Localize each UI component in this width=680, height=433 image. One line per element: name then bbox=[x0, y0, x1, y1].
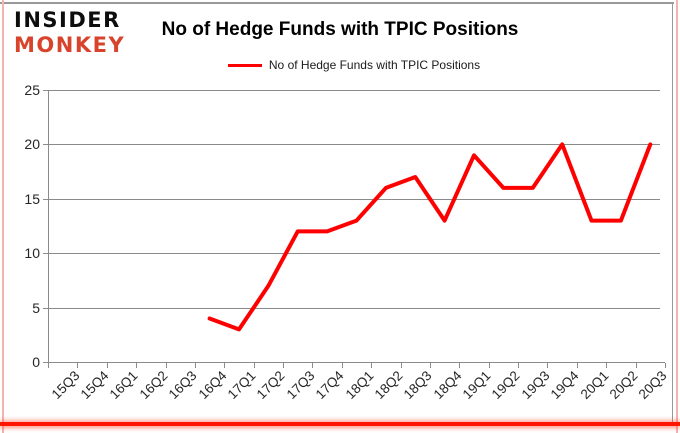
y-axis-label: 5 bbox=[32, 299, 40, 316]
x-axis-tick bbox=[77, 363, 79, 368]
gridline bbox=[48, 198, 660, 200]
logo-line-monkey: MONKEY bbox=[14, 33, 126, 57]
x-axis-tick bbox=[194, 363, 196, 368]
insider-monkey-logo: INSIDER MONKEY bbox=[14, 8, 125, 58]
x-axis-tick bbox=[576, 363, 578, 368]
x-axis-tick bbox=[253, 363, 255, 368]
x-axis-tick bbox=[547, 363, 549, 368]
y-axis-line bbox=[48, 90, 49, 367]
x-axis-tick bbox=[165, 363, 167, 368]
x-axis-tick bbox=[400, 363, 402, 368]
x-axis-tick bbox=[312, 363, 314, 368]
x-axis-tick bbox=[283, 363, 285, 368]
legend-line-swatch bbox=[227, 63, 262, 67]
y-axis-label: 10 bbox=[24, 245, 40, 262]
frame-right-edge bbox=[676, 0, 678, 433]
frame-left-edge bbox=[2, 0, 4, 433]
x-axis-tick bbox=[665, 363, 666, 368]
y-axis-tick bbox=[43, 307, 48, 309]
x-axis-tick bbox=[224, 363, 226, 368]
x-axis-tick bbox=[606, 363, 608, 368]
x-axis-tick bbox=[429, 363, 431, 368]
y-axis-label: 0 bbox=[32, 354, 40, 370]
x-axis-line bbox=[48, 362, 665, 363]
chart-title: No of Hedge Funds with TPIC Positions bbox=[161, 19, 519, 40]
x-axis-tick bbox=[488, 363, 490, 368]
gridline bbox=[48, 253, 660, 255]
y-axis-tick bbox=[43, 362, 48, 363]
frame-top-border bbox=[0, 2, 674, 4]
x-axis-tick bbox=[341, 363, 343, 368]
x-axis-tick bbox=[518, 363, 520, 368]
logo-line-insider: INSIDER bbox=[14, 8, 121, 32]
gridline bbox=[48, 90, 660, 91]
gridline bbox=[48, 144, 660, 146]
x-axis-tick bbox=[48, 363, 49, 368]
y-axis-tick bbox=[43, 90, 48, 91]
y-axis-tick bbox=[43, 253, 48, 255]
x-axis-tick bbox=[459, 363, 461, 368]
frame-bottom-red-bar bbox=[0, 422, 680, 426]
y-axis-label: 15 bbox=[24, 190, 40, 207]
series-line bbox=[207, 142, 653, 332]
gridline bbox=[48, 307, 660, 309]
x-axis-tick bbox=[635, 363, 637, 368]
y-axis-label: 20 bbox=[24, 136, 40, 153]
y-axis-label: 25 bbox=[24, 82, 40, 98]
x-axis-tick bbox=[106, 363, 108, 368]
frame-right-border bbox=[672, 2, 673, 422]
y-axis-tick bbox=[43, 144, 48, 146]
chart-legend: No of Hedge Funds with TPIC Positions bbox=[14, 58, 680, 72]
y-axis-tick bbox=[43, 198, 48, 200]
x-axis-tick bbox=[371, 363, 373, 368]
x-axis-tick bbox=[136, 363, 138, 368]
legend-label: No of Hedge Funds with TPIC Positions bbox=[268, 58, 481, 72]
